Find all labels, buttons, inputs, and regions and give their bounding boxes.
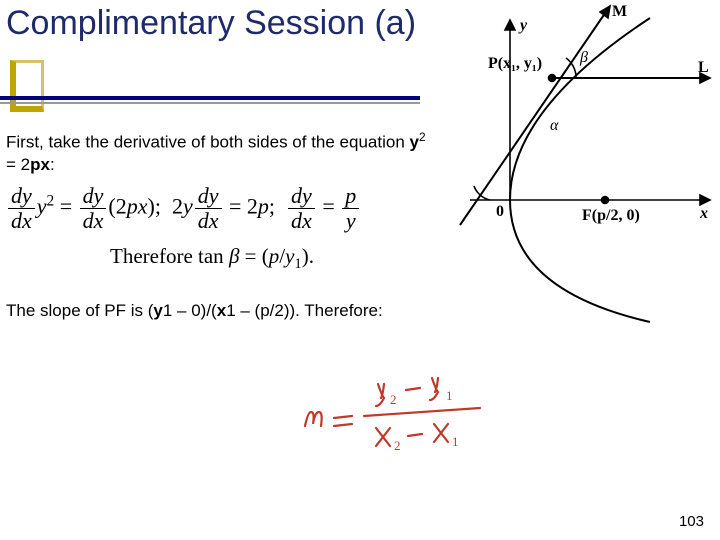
- p1-p: p: [30, 155, 40, 174]
- paragraph-2: The slope of PF is (y1 – 0)/(x1 – (p/2))…: [6, 300, 436, 322]
- p2-x: x: [217, 301, 226, 320]
- label-beta: β: [579, 49, 588, 66]
- label-x: x: [699, 205, 708, 222]
- svg-text:2: 2: [394, 438, 401, 453]
- title-underline: [0, 96, 420, 110]
- svg-text:1: 1: [452, 434, 459, 449]
- math-derivative-line: dydxy2 = dydx(2px); 2ydydx = 2p; dydx = …: [6, 184, 361, 233]
- p2-a: The slope of PF is (: [6, 301, 153, 320]
- math-therefore-line: Therefore tan β = (p/y1).: [110, 244, 314, 273]
- p2-y: y: [153, 301, 162, 320]
- label-F: F(p/2, 0): [582, 207, 640, 224]
- label-P: P(x₁, y₁): [488, 55, 542, 72]
- p1-text-f: :: [50, 155, 55, 174]
- p1-x: x: [41, 155, 50, 174]
- p2-c: 1 – 0)/(: [163, 301, 217, 320]
- label-M: M: [612, 3, 627, 20]
- slide-title: Complimentary Session (a): [6, 4, 436, 43]
- p1-text-c: = 2: [6, 155, 30, 174]
- label-alpha: α: [550, 117, 559, 134]
- parabola-diagram: M L P(x₁, y₁) 0 F(p/2, 0) x y α β: [440, 0, 720, 330]
- svg-text:1: 1: [446, 388, 453, 403]
- p1-y: y: [410, 133, 419, 152]
- handwritten-slope-formula: 2 1 2 1: [290, 360, 550, 470]
- paragraph-1: First, take the derivative of both sides…: [6, 130, 436, 176]
- p2-e: 1 – (p/2)). Therefore:: [226, 301, 383, 320]
- p1-text-a: First, take the derivative of both sides…: [6, 133, 410, 152]
- page-number: 103: [679, 513, 704, 530]
- label-L: L: [698, 59, 709, 76]
- label-y: y: [518, 17, 528, 34]
- label-O: 0: [496, 203, 504, 220]
- svg-text:2: 2: [390, 392, 397, 407]
